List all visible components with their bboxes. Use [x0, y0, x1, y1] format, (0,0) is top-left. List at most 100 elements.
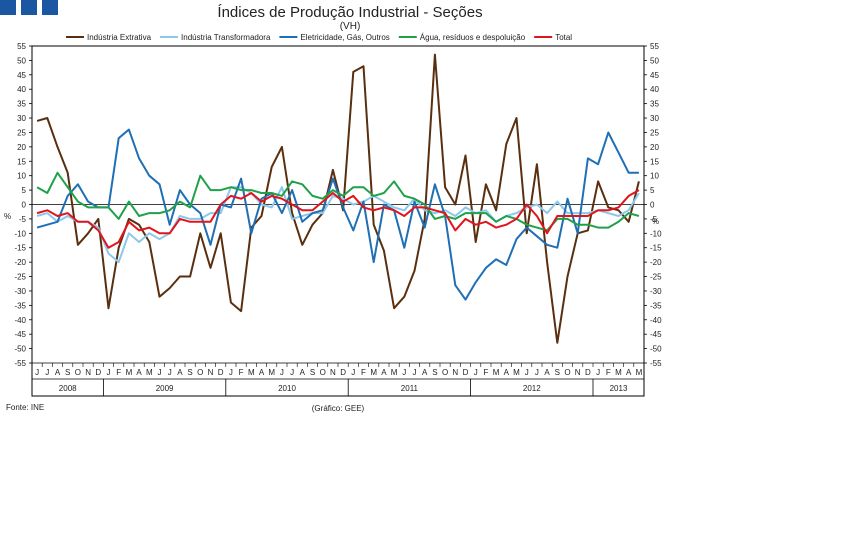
x-tick-label-month: F: [483, 368, 488, 377]
x-tick-label-month: J: [402, 368, 406, 377]
x-tick-label-month: F: [116, 368, 121, 377]
y-tick-label-left: 5: [22, 186, 27, 195]
y-tick-label-left: -30: [14, 287, 26, 296]
y-tick-label-left: -20: [14, 258, 26, 267]
x-tick-label-month: A: [177, 368, 183, 377]
x-tick-label-month: J: [35, 368, 39, 377]
x-tick-label-month: S: [310, 368, 315, 377]
legend-label: Indústria Extrativa: [87, 33, 152, 42]
series-line--gua-res-duos-e-despolui-o: [36, 171, 640, 232]
x-tick-label-month: J: [596, 368, 600, 377]
y-tick-label-right: 40: [650, 85, 659, 94]
x-tick-label-month: J: [107, 368, 111, 377]
series-line-total: [36, 189, 640, 249]
legend-label: Água, resíduos e despoluição: [420, 33, 526, 42]
x-tick-label-month: J: [474, 368, 478, 377]
y-tick-label-left: 50: [17, 56, 26, 65]
y-tick-label-left: -25: [14, 273, 26, 282]
y-tick-label-right: 30: [650, 114, 659, 123]
y-tick-label-left: -15: [14, 244, 26, 253]
x-tick-label-month: S: [65, 368, 70, 377]
x-tick-label-month: S: [187, 368, 192, 377]
legend-label: Eletricidade, Gás, Outros: [300, 33, 389, 42]
x-tick-label-month: M: [370, 368, 377, 377]
x-tick-label-month: A: [55, 368, 61, 377]
y-axis-label-right: %: [652, 217, 659, 226]
y-tick-label-left: -55: [14, 359, 26, 368]
y-tick-label-left: 25: [17, 128, 26, 137]
x-tick-label-month: J: [280, 368, 284, 377]
chart-title: Índices de Produção Industrial - Seções: [217, 4, 482, 21]
y-tick-label-right: 45: [650, 71, 659, 80]
x-tick-label-month: D: [95, 368, 101, 377]
x-tick-label-month: A: [504, 368, 510, 377]
x-tick-label-month: N: [575, 368, 581, 377]
x-tick-label-year: 2010: [278, 384, 296, 393]
x-tick-label-month: S: [432, 368, 437, 377]
y-tick-label-right: -40: [650, 316, 662, 325]
x-tick-label-month: D: [340, 368, 346, 377]
series-line-ind-stria-extrativa: [36, 53, 640, 344]
x-tick-label-month: M: [615, 368, 622, 377]
x-tick-label-month: M: [268, 368, 275, 377]
x-tick-label-month: M: [146, 368, 153, 377]
x-tick-label-month: N: [208, 368, 214, 377]
y-tick-label-left: -40: [14, 316, 26, 325]
y-tick-label-left: 10: [17, 172, 26, 181]
x-tick-label-month: A: [422, 368, 428, 377]
x-tick-label-month: J: [535, 368, 539, 377]
x-tick-label-month: N: [452, 368, 458, 377]
y-tick-label-right: -55: [650, 359, 662, 368]
y-tick-label-right: -45: [650, 330, 662, 339]
x-tick-label-month: O: [442, 368, 448, 377]
y-tick-label-right: 50: [650, 56, 659, 65]
y-tick-label-left: -5: [19, 215, 27, 224]
x-tick-label-month: A: [259, 368, 265, 377]
x-tick-label-month: M: [391, 368, 398, 377]
y-tick-label-right: 5: [650, 186, 655, 195]
x-tick-label-year: 2013: [610, 384, 628, 393]
y-tick-label-left: -10: [14, 229, 26, 238]
x-tick-label-month: F: [361, 368, 366, 377]
y-tick-label-left: 20: [17, 143, 26, 152]
x-tick-label-month: A: [544, 368, 550, 377]
x-tick-label-month: M: [513, 368, 520, 377]
series-lines: [36, 53, 640, 344]
legend-label: Indústria Transformadora: [181, 33, 271, 42]
y-tick-label-left: 15: [17, 157, 26, 166]
y-tick-label-left: -50: [14, 345, 26, 354]
y-tick-label-left: 0: [22, 201, 27, 210]
x-tick-label-month: D: [463, 368, 469, 377]
plot-frame: [31, 45, 645, 397]
legend-label: Total: [555, 33, 572, 42]
x-tick-label-year: 2012: [523, 384, 541, 393]
source-note: Fonte: INE: [6, 403, 44, 412]
x-tick-label-month: N: [85, 368, 91, 377]
x-tick-label-month: F: [606, 368, 611, 377]
x-tick-label-month: J: [525, 368, 529, 377]
y-tick-label-left: -35: [14, 301, 26, 310]
legend: Indústria Extrativa Indústria Transformad…: [66, 33, 572, 42]
x-tick-label-month: A: [626, 368, 632, 377]
y-tick-label-left: -45: [14, 330, 26, 339]
x-tick-label-month: M: [126, 368, 133, 377]
x-tick-label-month: N: [330, 368, 336, 377]
y-tick-label-right: 55: [650, 42, 659, 51]
x-tick-label-month: F: [239, 368, 244, 377]
x-tick-label-month: J: [229, 368, 233, 377]
x-tick-label-month: M: [636, 368, 643, 377]
x-tick-label-month: O: [320, 368, 326, 377]
chart-credit: (Gráfico: GEE): [312, 404, 365, 413]
x-tick-label-month: O: [75, 368, 81, 377]
x-tick-label-year: 2011: [401, 384, 419, 393]
chart-subtitle: (VH): [340, 21, 361, 32]
y-tick-label-right: 25: [650, 128, 659, 137]
y-tick-label-left: 55: [17, 42, 26, 51]
x-tick-label-month: J: [290, 368, 294, 377]
x-tick-label-month: J: [158, 368, 162, 377]
y-tick-label-right: 15: [650, 157, 659, 166]
y-tick-label-right: -10: [650, 229, 662, 238]
x-tick-label-year: 2009: [156, 384, 174, 393]
